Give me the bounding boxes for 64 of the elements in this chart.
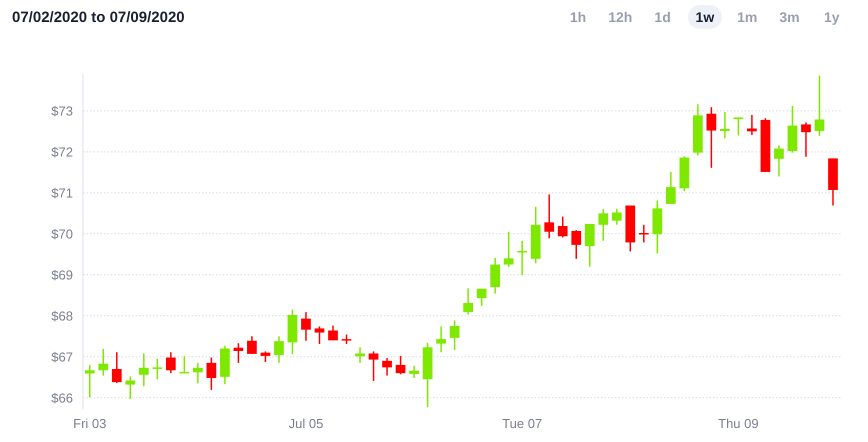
text: 1d bbox=[654, 9, 671, 25]
y-tick-label: $72 bbox=[51, 144, 73, 160]
candlestick bbox=[544, 194, 554, 240]
text: 1m bbox=[737, 9, 758, 25]
y-tick-label: $71 bbox=[51, 185, 73, 200]
candlestick bbox=[584, 223, 595, 268]
candlestick bbox=[734, 116, 744, 136]
candlestick bbox=[801, 122, 811, 158]
candlestick bbox=[436, 326, 446, 353]
candlestick bbox=[382, 357, 392, 376]
y-tick-label: $66 bbox=[51, 390, 73, 406]
y-tick-label: $68 bbox=[51, 308, 73, 324]
y-tick-label: $67 bbox=[51, 349, 73, 364]
candlestick bbox=[774, 144, 784, 178]
x-tick-label: Thu 09 bbox=[718, 416, 759, 431]
candlestick bbox=[314, 326, 324, 345]
candlestick bbox=[706, 106, 716, 169]
y-tick-label: $69 bbox=[51, 267, 73, 282]
candlestick bbox=[166, 351, 176, 374]
x-tick-label: Jul 05 bbox=[288, 416, 324, 431]
candlestick bbox=[206, 356, 216, 391]
x-tick-label: Tue 07 bbox=[502, 416, 542, 431]
candlestick bbox=[274, 335, 284, 364]
candlestick bbox=[504, 231, 514, 268]
candlestick bbox=[558, 216, 568, 238]
candlestick bbox=[138, 352, 149, 387]
candlestick bbox=[450, 320, 460, 351]
text: 12h bbox=[608, 9, 632, 25]
candlestick bbox=[463, 288, 473, 316]
candlestick bbox=[571, 229, 582, 260]
candlestick bbox=[342, 334, 352, 345]
y-tick-label: $73 bbox=[51, 103, 73, 118]
candlestick bbox=[666, 171, 676, 205]
candlestick bbox=[612, 208, 622, 226]
candlestick bbox=[517, 240, 528, 276]
candlestick bbox=[747, 114, 757, 136]
candlestick bbox=[260, 350, 270, 363]
candlestick bbox=[368, 350, 378, 382]
candlestick bbox=[598, 208, 608, 242]
candlestick bbox=[328, 324, 338, 342]
candlestick bbox=[247, 335, 257, 355]
y-tick-label: $70 bbox=[51, 226, 73, 242]
chart-title: 07/02/2020 to 07/09/2020 bbox=[12, 9, 185, 26]
candlestick bbox=[301, 311, 311, 342]
x-tick-label: Fri 03 bbox=[73, 416, 106, 431]
candlestick bbox=[476, 288, 487, 307]
candlestick bbox=[638, 224, 649, 244]
candlestick bbox=[125, 376, 136, 400]
text: 1h bbox=[570, 9, 586, 25]
text: 3m bbox=[779, 9, 800, 25]
candlestick bbox=[355, 346, 365, 364]
text: 1y bbox=[824, 9, 840, 25]
candlestick bbox=[409, 364, 419, 379]
candlestick bbox=[152, 358, 162, 380]
candlestick bbox=[234, 342, 244, 364]
text: 1w bbox=[696, 9, 714, 25]
candlestick bbox=[193, 362, 203, 384]
candlestick bbox=[179, 356, 190, 374]
candlestick bbox=[814, 74, 824, 137]
candlestick bbox=[490, 257, 500, 294]
candlestick bbox=[112, 351, 122, 384]
candlestick bbox=[720, 111, 730, 140]
candlestick bbox=[396, 355, 406, 376]
candlestick bbox=[98, 348, 108, 376]
